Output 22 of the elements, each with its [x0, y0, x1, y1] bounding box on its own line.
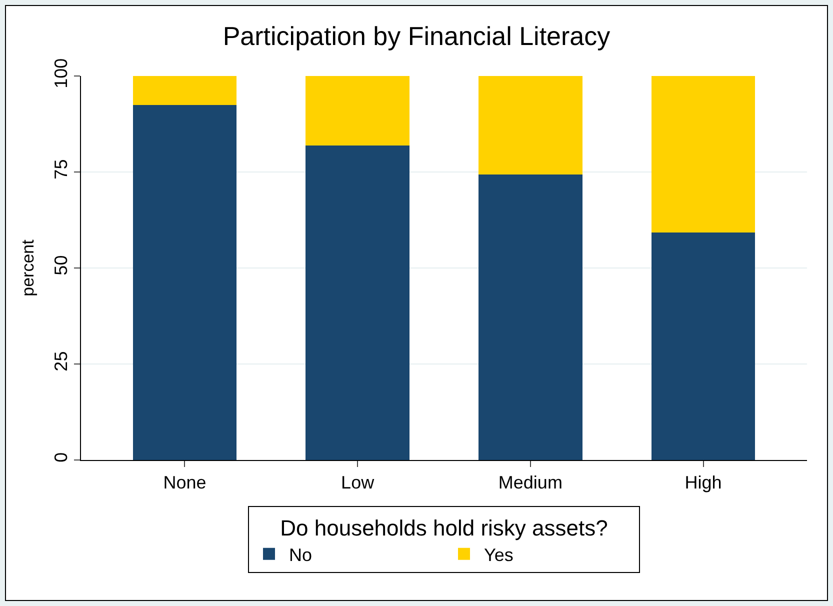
legend-title: Do households hold risky assets?: [280, 516, 608, 541]
bar: [478, 174, 582, 460]
bar: [132, 105, 237, 460]
y-axis-title: percent: [18, 239, 38, 296]
x-tick-label: None: [163, 472, 206, 493]
x-tick-label: Medium: [498, 472, 562, 493]
y-tick-label: 25: [50, 351, 71, 372]
legend-label: No: [289, 544, 312, 565]
x-tick-label: High: [684, 472, 722, 493]
y-tick-label: 75: [50, 159, 71, 180]
legend-label: Yes: [484, 544, 514, 565]
bar: [651, 232, 756, 460]
y-tick-label: 100: [50, 58, 71, 88]
x-tick-label: Low: [341, 472, 376, 493]
bar: [132, 76, 237, 106]
y-tick-label: 50: [50, 255, 71, 276]
bar: [478, 76, 582, 175]
bar: [306, 76, 410, 146]
bar: [651, 76, 756, 232]
chart-title: Participation by Financial Literacy: [222, 20, 610, 51]
bar: [306, 146, 410, 460]
y-tick-label: 0: [50, 452, 71, 462]
